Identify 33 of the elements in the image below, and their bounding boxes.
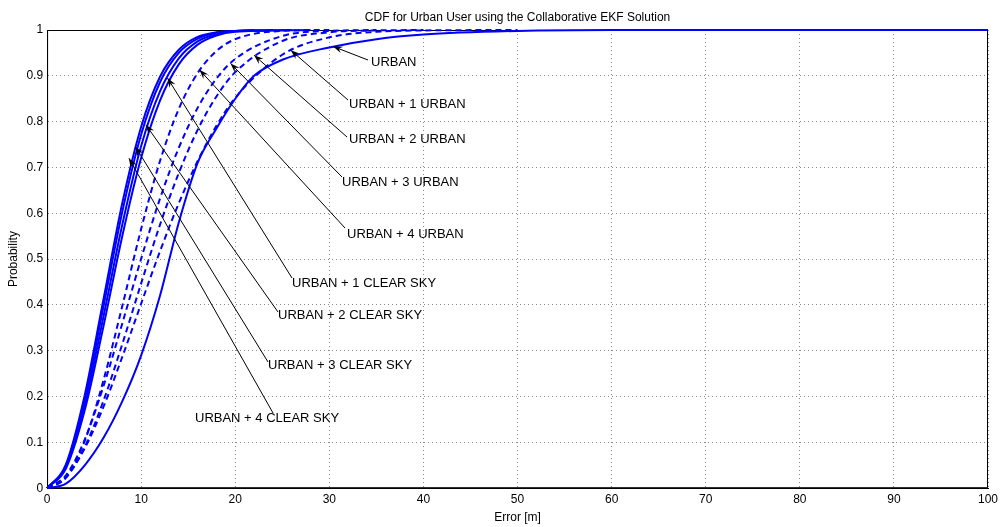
- y-tick-label: 0.5: [26, 251, 44, 266]
- y-tick-label: 0.6: [26, 205, 44, 220]
- y-tick-label: 0.9: [26, 68, 44, 83]
- y-tick-label: 0.3: [26, 343, 44, 358]
- x-tick-label: 20: [228, 491, 243, 506]
- annotation: URBAN + 2 CLEAR SKY: [278, 307, 423, 322]
- x-tick-label: 50: [510, 491, 525, 506]
- annotation: URBAN + 4 URBAN: [347, 226, 464, 241]
- y-tick-label: 0.2: [26, 388, 44, 403]
- y-tick-label: 0.1: [26, 434, 44, 449]
- x-tick-label: 80: [793, 491, 807, 506]
- y-tick-label: 0.4: [26, 297, 44, 312]
- x-tick-label: 40: [416, 491, 431, 506]
- annotation: URBAN: [371, 54, 417, 69]
- y-tick-label: 0.7: [26, 159, 44, 174]
- annotation: URBAN + 1 CLEAR SKY: [292, 275, 437, 290]
- y-tick-label: 0: [36, 480, 44, 495]
- x-tick-label: 90: [887, 491, 901, 506]
- annotation: URBAN + 1 URBAN: [349, 96, 466, 111]
- x-tick-label: 70: [699, 491, 713, 506]
- x-tick-label: 100: [977, 491, 999, 506]
- x-tick-label: 10: [134, 491, 149, 506]
- x-tick-label: 30: [322, 491, 337, 506]
- annotation: URBAN + 2 URBAN: [349, 131, 466, 146]
- annotation: URBAN + 4 CLEAR SKY: [195, 410, 340, 425]
- chart-title: CDF for Urban User using the Collaborative EKF Solution: [364, 10, 671, 25]
- x-tick-label: 60: [604, 491, 619, 506]
- y-axis-title: Probability: [5, 231, 20, 288]
- y-tick-label: 0.8: [26, 113, 44, 128]
- annotation: URBAN + 3 URBAN: [342, 174, 459, 189]
- annotation: URBAN + 3 CLEAR SKY: [268, 357, 413, 372]
- x-axis-title: Error [m]: [494, 510, 541, 525]
- y-tick-label: 1: [36, 22, 44, 37]
